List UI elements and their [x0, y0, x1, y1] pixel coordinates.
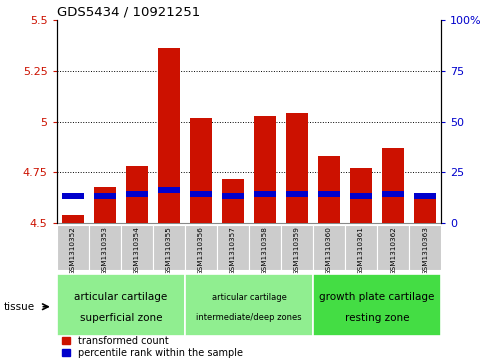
Text: growth plate cartilage: growth plate cartilage	[319, 292, 435, 302]
Bar	[121, 225, 153, 270]
Bar	[89, 225, 121, 270]
Text: GDS5434 / 10921251: GDS5434 / 10921251	[57, 6, 200, 19]
Text: GSM1310360: GSM1310360	[326, 227, 332, 275]
Bar	[158, 48, 180, 223]
Text: GSM1310363: GSM1310363	[422, 227, 428, 275]
Text: resting zone: resting zone	[345, 313, 409, 323]
Text: GSM1310352: GSM1310352	[70, 227, 76, 275]
Bar	[158, 187, 180, 193]
Bar	[377, 225, 409, 270]
Bar	[409, 225, 441, 270]
Bar	[313, 225, 345, 270]
Bar	[185, 225, 217, 270]
Text: GSM1310356: GSM1310356	[198, 227, 204, 275]
Bar	[254, 115, 276, 223]
Bar	[249, 225, 281, 270]
Bar	[62, 215, 84, 223]
Bar	[286, 114, 308, 223]
Bar	[222, 179, 244, 223]
Bar	[222, 193, 244, 199]
Bar	[318, 191, 340, 197]
Bar	[126, 166, 148, 223]
Bar	[57, 274, 185, 336]
Text: articular cartilage: articular cartilage	[74, 292, 168, 302]
Text: GSM1310358: GSM1310358	[262, 227, 268, 275]
Bar	[382, 148, 404, 223]
Bar	[345, 225, 377, 270]
Bar	[318, 156, 340, 223]
Text: intermediate/deep zones: intermediate/deep zones	[196, 314, 302, 322]
Bar	[94, 193, 116, 199]
Bar	[350, 193, 372, 199]
Bar	[254, 191, 276, 197]
Bar	[153, 225, 185, 270]
Legend: transformed count, percentile rank within the sample: transformed count, percentile rank withi…	[62, 336, 243, 358]
Text: GSM1310353: GSM1310353	[102, 227, 108, 275]
Text: superficial zone: superficial zone	[79, 313, 162, 323]
Bar	[313, 274, 441, 336]
Bar	[57, 225, 89, 270]
Bar	[281, 225, 313, 270]
Bar	[414, 197, 436, 223]
Text: GSM1310357: GSM1310357	[230, 227, 236, 275]
Bar	[350, 168, 372, 223]
Text: GSM1310362: GSM1310362	[390, 227, 396, 275]
Bar	[185, 274, 313, 336]
Text: GSM1310355: GSM1310355	[166, 227, 172, 275]
Bar	[382, 191, 404, 197]
Bar	[126, 191, 148, 197]
Text: GSM1310359: GSM1310359	[294, 227, 300, 275]
Bar	[62, 193, 84, 199]
Text: tissue: tissue	[4, 302, 35, 312]
Bar	[190, 118, 212, 223]
Bar	[94, 187, 116, 223]
Bar	[286, 191, 308, 197]
Bar	[414, 193, 436, 199]
Text: GSM1310354: GSM1310354	[134, 227, 140, 275]
Bar	[190, 191, 212, 197]
Text: GSM1310361: GSM1310361	[358, 227, 364, 275]
Bar	[217, 225, 249, 270]
Text: articular cartilage: articular cartilage	[211, 293, 286, 302]
